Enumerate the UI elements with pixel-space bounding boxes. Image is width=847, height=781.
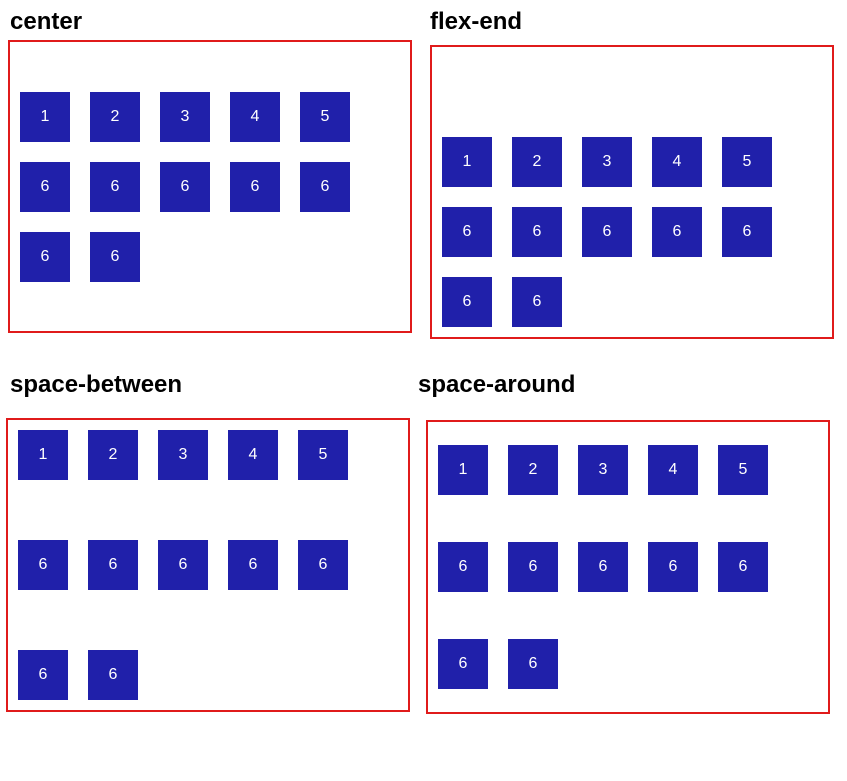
flex-container-space-around: 1 2 3 4 5 6 6 6 6 6 6 6 (426, 420, 830, 714)
flex-item: 1 (18, 430, 68, 480)
flex-item: 4 (648, 445, 698, 495)
panel-title-flex-end: flex-end (430, 8, 523, 35)
flex-item: 6 (722, 207, 772, 257)
flex-item: 6 (718, 542, 768, 592)
flex-item: 6 (90, 232, 140, 282)
panel-title-space-between: space-between (10, 371, 183, 398)
flex-item: 2 (90, 92, 140, 142)
flex-item: 4 (228, 430, 278, 480)
flex-item: 2 (512, 137, 562, 187)
flex-item: 6 (508, 542, 558, 592)
flex-item: 1 (438, 445, 488, 495)
flex-item: 6 (442, 277, 492, 327)
flex-item: 5 (298, 430, 348, 480)
flex-item: 3 (160, 92, 210, 142)
flex-item: 6 (160, 162, 210, 212)
flex-item: 1 (20, 92, 70, 142)
flex-item: 5 (718, 445, 768, 495)
flex-item: 6 (298, 540, 348, 590)
flex-item: 6 (228, 540, 278, 590)
flex-item: 1 (442, 137, 492, 187)
flex-item: 6 (90, 162, 140, 212)
flex-item: 6 (512, 207, 562, 257)
flex-item: 2 (508, 445, 558, 495)
flex-container-flex-end: 1 2 3 4 5 6 6 6 6 6 6 6 (430, 45, 834, 339)
flex-item: 6 (88, 650, 138, 700)
panel-title-center: center (10, 8, 83, 35)
flex-item: 6 (20, 232, 70, 282)
flex-item: 3 (578, 445, 628, 495)
flex-item: 3 (582, 137, 632, 187)
flex-item: 6 (20, 162, 70, 212)
flex-item: 6 (18, 540, 68, 590)
flex-item: 4 (230, 92, 280, 142)
flex-item: 6 (442, 207, 492, 257)
flex-item: 3 (158, 430, 208, 480)
flex-item: 6 (88, 540, 138, 590)
flex-item: 6 (512, 277, 562, 327)
flex-item: 6 (18, 650, 68, 700)
flex-item: 6 (508, 639, 558, 689)
flex-container-space-between: 1 2 3 4 5 6 6 6 6 6 6 6 (6, 418, 410, 712)
flex-item: 2 (88, 430, 138, 480)
flex-item: 5 (722, 137, 772, 187)
flex-item: 6 (158, 540, 208, 590)
flex-item: 6 (578, 542, 628, 592)
flex-item: 4 (652, 137, 702, 187)
flex-container-center: 1 2 3 4 5 6 6 6 6 6 6 6 (8, 40, 412, 333)
flex-item: 5 (300, 92, 350, 142)
flex-item: 6 (582, 207, 632, 257)
flex-item: 6 (438, 639, 488, 689)
flex-item: 6 (300, 162, 350, 212)
flex-item: 6 (438, 542, 488, 592)
flex-item: 6 (652, 207, 702, 257)
flex-item: 6 (648, 542, 698, 592)
panel-title-space-around: space-around (418, 371, 576, 398)
flex-item: 6 (230, 162, 280, 212)
